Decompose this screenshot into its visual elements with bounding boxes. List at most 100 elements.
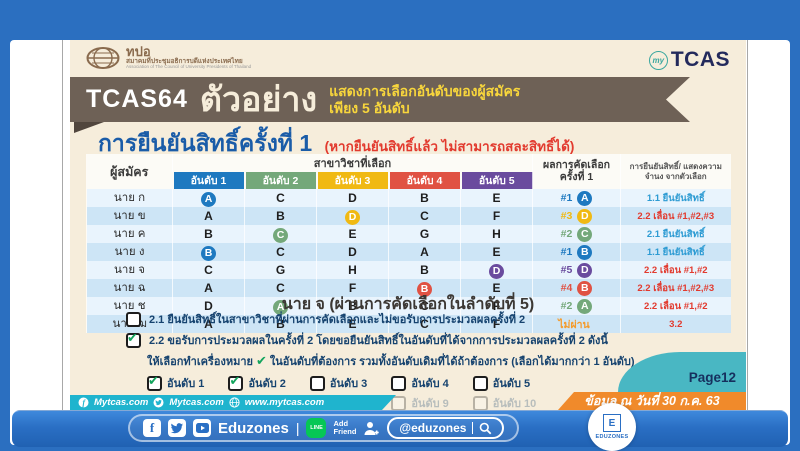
choice-letter: A xyxy=(204,209,213,223)
rank-check-3: อันดับ 3 xyxy=(309,374,367,392)
mytcas-my-icon: my xyxy=(648,50,668,70)
checkbox-rank-2[interactable] xyxy=(228,373,244,391)
result-cell: #1 A xyxy=(532,189,621,207)
checkbox-2-2[interactable] xyxy=(126,330,141,348)
mytcas-website[interactable]: www.mytcas.com xyxy=(244,397,325,408)
svg-text:f: f xyxy=(82,399,86,408)
result-cell: #1 B xyxy=(532,243,621,261)
choice-letter: G xyxy=(419,227,430,241)
add-person-icon xyxy=(364,421,380,435)
page-edge-left xyxy=(62,40,63,410)
table-row: นาย ก A C D B E #1 A 1.1 ยืนยันสิทธิ์ xyxy=(86,189,731,207)
banner-subline-2: เพียง 5 อันดับ xyxy=(329,99,410,116)
confirm-cell: 3.2 xyxy=(620,315,731,333)
check-icon xyxy=(256,353,267,368)
confirm-cell: 2.2 เลื่อน #1,#2 xyxy=(620,261,731,279)
checkbox-rank-5[interactable] xyxy=(472,375,488,391)
mytcas-facebook[interactable]: Mytcas.com xyxy=(94,397,149,408)
slide-title: การยืนยันสิทธิ์ครั้งที่ 1 xyxy=(98,130,313,156)
slide-title-note: (หากยืนยันสิทธิ์แล้ว ไม่สามารถสละสิทธิ์ไ… xyxy=(324,139,575,154)
add-friend-label: Add Friend xyxy=(333,418,357,436)
choice-letter: F xyxy=(492,209,501,223)
mytcas-logo: my TCAS xyxy=(648,48,730,72)
result-letter: D xyxy=(577,208,593,224)
tpo-logo: ทปอ สมาคมที่ประชุมอธิการบดีแห่งประเทศไทย… xyxy=(86,45,251,70)
choice-letter: E xyxy=(348,227,357,241)
choice-letter: D xyxy=(345,210,360,225)
eduzones-brand[interactable]: Eduzones xyxy=(218,419,289,437)
choice-letter: C xyxy=(276,191,285,205)
checkbox-rank-4[interactable] xyxy=(391,375,407,391)
confirm-cell: 1.1 ยืนยันสิทธิ์ xyxy=(620,189,731,207)
search-icon[interactable] xyxy=(479,422,492,435)
rank-check-2: อันดับ 2 xyxy=(228,373,286,392)
col-header-result: ผลการคัดเลือก ครั้งที่ 1 xyxy=(532,154,621,189)
rank-check-4: อันดับ 4 xyxy=(391,374,449,392)
rank-check-5: อันดับ 5 xyxy=(472,374,530,392)
col-header-rank-3: อันดับ 3 xyxy=(315,172,389,189)
choice-letter: C xyxy=(420,209,429,223)
tpo-name: ทปอ xyxy=(126,44,151,59)
bottom-bar: f Eduzones | LINE Add Friend @eduzones E xyxy=(12,403,788,451)
choice-letter: A xyxy=(273,300,288,315)
result-letter: A xyxy=(577,298,593,314)
result-cell: ไม่ผ่าน xyxy=(532,315,621,333)
choice-letter: F xyxy=(492,317,501,331)
tpo-subtitle-en: Association of The Council of University… xyxy=(126,64,252,70)
choice-letter: E xyxy=(492,281,501,295)
choice-letter: D xyxy=(489,264,504,279)
checkbox-rank-1[interactable] xyxy=(147,373,162,391)
result-letter: B xyxy=(577,244,593,260)
choice-letter: D xyxy=(204,299,213,313)
option-2-2: 2.2 ขอรับการประมวลผลในครั้งที่ 2 โดยขอยื… xyxy=(126,330,635,349)
table-row: นาย ฉ A C F B E #4 B 2.2 เลื่อน #1,#2,#3 xyxy=(86,279,731,297)
instruction-line: ให้เลือกทำเครื่องหมายในอันดับที่ต้องการ … xyxy=(147,352,635,370)
table-row: นาย ช D A B C F #2 A 2.2 เลื่อน #1,#2 xyxy=(86,297,731,315)
choice-letter: B xyxy=(420,191,429,205)
choice-letter: F xyxy=(492,299,501,313)
result-cell: #5 D xyxy=(532,261,621,279)
choice-letter: B xyxy=(348,299,357,313)
divider xyxy=(472,422,474,434)
facebook-icon: f xyxy=(78,397,89,408)
checkbox-rank-3[interactable] xyxy=(309,375,325,391)
tpo-subtitle: สมาคมที่ประชุมอธิการบดีแห่งประเทศไทย xyxy=(126,57,243,65)
data-date-ribbon: ข้อมูล ณ วันที่ 30 ก.ค. 63 xyxy=(558,392,746,410)
result-letter: D xyxy=(577,262,593,278)
eduzones-handle-pill[interactable]: @eduzones xyxy=(387,417,505,439)
eduzones-logo: E EDUZONES xyxy=(588,401,636,451)
banner-subline-1: แสดงการเลือกอันดับของผู้สมัคร xyxy=(329,83,521,100)
confirm-cell: 2.1 ยืนยันสิทธิ์ xyxy=(620,225,731,243)
twitter-icon[interactable] xyxy=(168,419,186,437)
choice-letter: B xyxy=(420,263,429,277)
result-cell: #2 A xyxy=(532,297,621,315)
confirm-cell: 1.1 ยืนยันสิทธิ์ xyxy=(620,243,731,261)
rank-checkbox-row: อันดับ 1 อันดับ 2 อันดับ 3 อันดับ 4 อันด… xyxy=(147,373,635,392)
choice-letter: B xyxy=(276,317,285,331)
facebook-icon[interactable]: f xyxy=(143,419,161,437)
table-row: นาย จ C G H B D #5 D 2.2 เลื่อน #1,#2 xyxy=(86,261,731,279)
line-icon[interactable]: LINE xyxy=(306,418,327,438)
eduzones-logo-name: EDUZONES xyxy=(595,434,629,440)
choice-letter: B xyxy=(201,246,216,261)
option-2-1: 2.1 ยืนยันสิทธิ์ในสาขาวิชาที่ผ่านการคัดเ… xyxy=(126,310,635,328)
choice-letter: B xyxy=(276,209,285,223)
choice-letter: C xyxy=(276,245,285,259)
result-letter: A xyxy=(577,190,593,206)
table-row: นาย ฌ A B E C F ไม่ผ่าน 3.2 xyxy=(86,315,731,333)
result-cell: #2 C xyxy=(532,225,621,243)
eduzones-handle[interactable]: @eduzones xyxy=(399,421,467,435)
choice-letter: B xyxy=(204,227,213,241)
col-header-rank-4: อันดับ 4 xyxy=(387,172,461,189)
col-header-rank-1: อันดับ 1 xyxy=(171,172,245,189)
mytcas-social-strip: f Mytcas.com Mytcas.com www.mytcas.com xyxy=(70,395,396,410)
youtube-icon[interactable] xyxy=(193,419,211,437)
globe-icon xyxy=(229,397,240,408)
checkbox-2-1[interactable] xyxy=(126,311,141,327)
eduzones-logo-letter: E xyxy=(603,414,621,432)
selection-table: ผู้สมัคร สาขาวิชาที่เลือก ผลการคัดเลือก … xyxy=(86,154,731,333)
col-header-rank-2: อันดับ 2 xyxy=(243,172,317,189)
mytcas-twitter[interactable]: Mytcas.com xyxy=(169,397,224,408)
page-edge-right xyxy=(747,40,748,410)
example-subtitle: นาย จ (ผ่านการคัดเลือกในลำดับที่ 5) xyxy=(281,296,535,313)
